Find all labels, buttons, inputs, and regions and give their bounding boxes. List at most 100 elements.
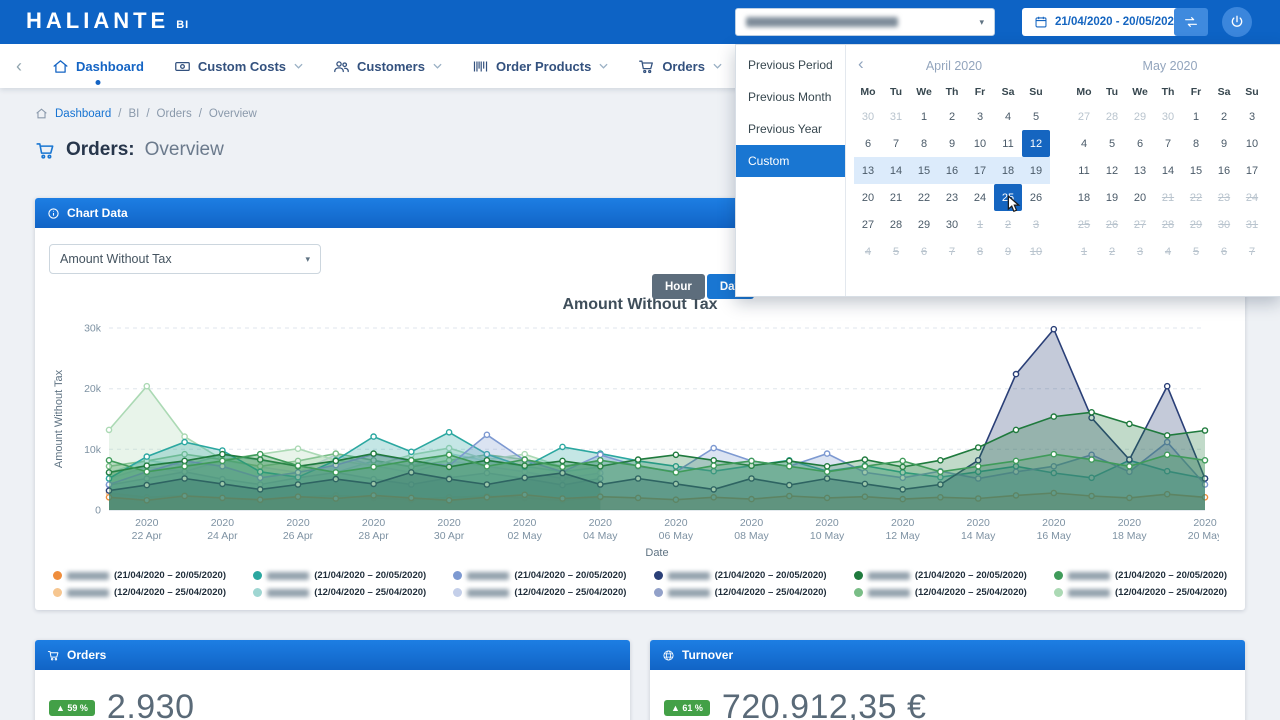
calendar-day[interactable]: 17 xyxy=(1245,164,1259,177)
calendar-day[interactable]: 2 xyxy=(948,110,956,123)
toggle-hour[interactable]: Hour xyxy=(652,274,705,299)
calendar-day[interactable]: 17 xyxy=(966,157,994,184)
legend-item[interactable]: (12/04/2020 – 25/04/2020) xyxy=(653,587,827,598)
calendar-day[interactable]: 19 xyxy=(1105,191,1119,204)
calendar-day[interactable]: 8 xyxy=(976,245,984,258)
calendar-day[interactable]: 3 xyxy=(1136,245,1144,258)
calendar-day[interactable]: 7 xyxy=(1164,137,1172,150)
compare-periods-button[interactable] xyxy=(1174,8,1208,36)
date-range-button[interactable]: 21/04/2020 - 20/05/2020 xyxy=(1022,8,1193,36)
calendar-day[interactable]: 21 xyxy=(1161,191,1175,204)
calendar-day[interactable]: 26 xyxy=(1029,191,1043,204)
metric-select[interactable]: Amount Without Tax ▾ xyxy=(49,244,321,274)
calendar-day[interactable]: 9 xyxy=(948,137,956,150)
calendar-day[interactable]: 25 xyxy=(994,184,1022,213)
calendar-day[interactable]: 20 xyxy=(1133,191,1147,204)
calendar-day[interactable]: 6 xyxy=(920,245,928,258)
calendar-day[interactable]: 18 xyxy=(1077,191,1091,204)
breadcrumb-orders[interactable]: Orders xyxy=(156,107,192,120)
calendar-day[interactable]: 30 xyxy=(861,110,875,123)
calendar-day[interactable]: 30 xyxy=(1217,218,1231,231)
calendar-day[interactable]: 10 xyxy=(973,137,987,150)
shop-select[interactable]: ▾ xyxy=(735,8,995,36)
calendar-day[interactable]: 28 xyxy=(1161,218,1175,231)
nav-dashboard[interactable]: Dashboard xyxy=(52,58,144,85)
calendar-day[interactable]: 24 xyxy=(1245,191,1259,204)
orders-card-header[interactable]: Orders xyxy=(35,640,630,670)
calendar-day[interactable]: 22 xyxy=(1189,191,1203,204)
calendar-day[interactable]: 1 xyxy=(976,218,984,231)
calendar-day[interactable]: 29 xyxy=(1189,218,1203,231)
calendar-day[interactable]: 18 xyxy=(994,157,1022,184)
calendar-day[interactable]: 5 xyxy=(1192,245,1200,258)
calendar-prev-month-icon[interactable]: ‹ xyxy=(858,54,864,73)
legend-item[interactable]: (21/04/2020 – 20/05/2020) xyxy=(653,570,827,581)
nav-back-chevron-icon[interactable]: ‹ xyxy=(16,56,22,76)
calendar-day[interactable]: 28 xyxy=(1105,110,1119,123)
calendar-day[interactable]: 30 xyxy=(945,218,959,231)
calendar-day[interactable]: 2 xyxy=(1108,245,1116,258)
legend-item[interactable]: (12/04/2020 – 25/04/2020) xyxy=(453,587,626,598)
calendar-day[interactable]: 31 xyxy=(889,110,903,123)
calendar-day[interactable]: 31 xyxy=(1245,218,1259,231)
calendar-day[interactable]: 20 xyxy=(861,191,875,204)
calendar-day[interactable]: 5 xyxy=(892,245,900,258)
calendar-day[interactable]: 7 xyxy=(1248,245,1256,258)
calendar-day[interactable]: 5 xyxy=(1032,110,1040,123)
calendar-day[interactable]: 7 xyxy=(948,245,956,258)
calendar-day[interactable]: 9 xyxy=(1004,245,1012,258)
calendar-day[interactable]: 24 xyxy=(973,191,987,204)
nav-custom-costs[interactable]: Custom Costs xyxy=(174,58,303,75)
calendar-day[interactable]: 27 xyxy=(1077,110,1091,123)
nav-customers[interactable]: Customers xyxy=(333,58,442,75)
calendar-day[interactable]: 26 xyxy=(1105,218,1119,231)
calendar-day[interactable]: 15 xyxy=(910,157,938,184)
calendar-day[interactable]: 23 xyxy=(945,191,959,204)
preset-previous-year[interactable]: Previous Year xyxy=(748,122,823,136)
calendar-day[interactable]: 14 xyxy=(1161,164,1175,177)
calendar-day[interactable]: 7 xyxy=(892,137,900,150)
calendar-day[interactable]: 12 xyxy=(1105,164,1119,177)
calendar-day[interactable]: 28 xyxy=(889,218,903,231)
calendar-day[interactable]: 8 xyxy=(920,137,928,150)
calendar-day[interactable]: 2 xyxy=(1220,110,1228,123)
calendar-day[interactable]: 10 xyxy=(1029,245,1043,258)
calendar-day[interactable]: 16 xyxy=(938,157,966,184)
legend-item[interactable]: (12/04/2020 – 25/04/2020) xyxy=(1054,587,1227,598)
calendar-day[interactable]: 19 xyxy=(1022,157,1050,184)
calendar-day[interactable]: 12 xyxy=(1022,130,1050,157)
calendar-day[interactable]: 5 xyxy=(1108,137,1116,150)
nav-order-products[interactable]: Order Products xyxy=(472,58,608,75)
preset-previous-month[interactable]: Previous Month xyxy=(748,90,832,104)
calendar-day[interactable]: 29 xyxy=(1133,110,1147,123)
preset-previous-period[interactable]: Previous Period xyxy=(748,58,833,72)
legend-item[interactable]: (21/04/2020 – 20/05/2020) xyxy=(453,570,626,581)
calendar-day[interactable]: 1 xyxy=(1192,110,1200,123)
calendar-day[interactable]: 10 xyxy=(1245,137,1259,150)
calendar-day[interactable]: 16 xyxy=(1217,164,1231,177)
turnover-card-header[interactable]: Turnover xyxy=(650,640,1245,670)
calendar-day[interactable]: 25 xyxy=(1077,218,1091,231)
calendar-day[interactable]: 13 xyxy=(1133,164,1147,177)
calendar-day[interactable]: 27 xyxy=(861,218,875,231)
calendar-day[interactable]: 6 xyxy=(1220,245,1228,258)
calendar-day[interactable]: 6 xyxy=(1136,137,1144,150)
calendar-day[interactable]: 3 xyxy=(976,110,984,123)
calendar-day[interactable]: 27 xyxy=(1133,218,1147,231)
calendar-day[interactable]: 9 xyxy=(1220,137,1228,150)
calendar-day[interactable]: 4 xyxy=(864,245,872,258)
breadcrumb-bi[interactable]: BI xyxy=(128,107,140,120)
calendar-day[interactable]: 11 xyxy=(1002,137,1014,150)
calendar-day[interactable]: 13 xyxy=(854,157,882,184)
calendar-day[interactable]: 8 xyxy=(1192,137,1200,150)
calendar-day[interactable]: 3 xyxy=(1248,110,1256,123)
legend-item[interactable]: (21/04/2020 – 20/05/2020) xyxy=(253,570,426,581)
calendar-day[interactable]: 4 xyxy=(1164,245,1172,258)
calendar-day[interactable]: 2 xyxy=(1004,218,1012,231)
calendar-day[interactable]: 29 xyxy=(917,218,931,231)
calendar-day[interactable]: 30 xyxy=(1161,110,1175,123)
nav-orders[interactable]: Orders xyxy=(638,58,722,75)
legend-item[interactable]: (12/04/2020 – 25/04/2020) xyxy=(253,587,426,598)
calendar-day[interactable]: 23 xyxy=(1217,191,1231,204)
calendar-day[interactable]: 22 xyxy=(917,191,931,204)
